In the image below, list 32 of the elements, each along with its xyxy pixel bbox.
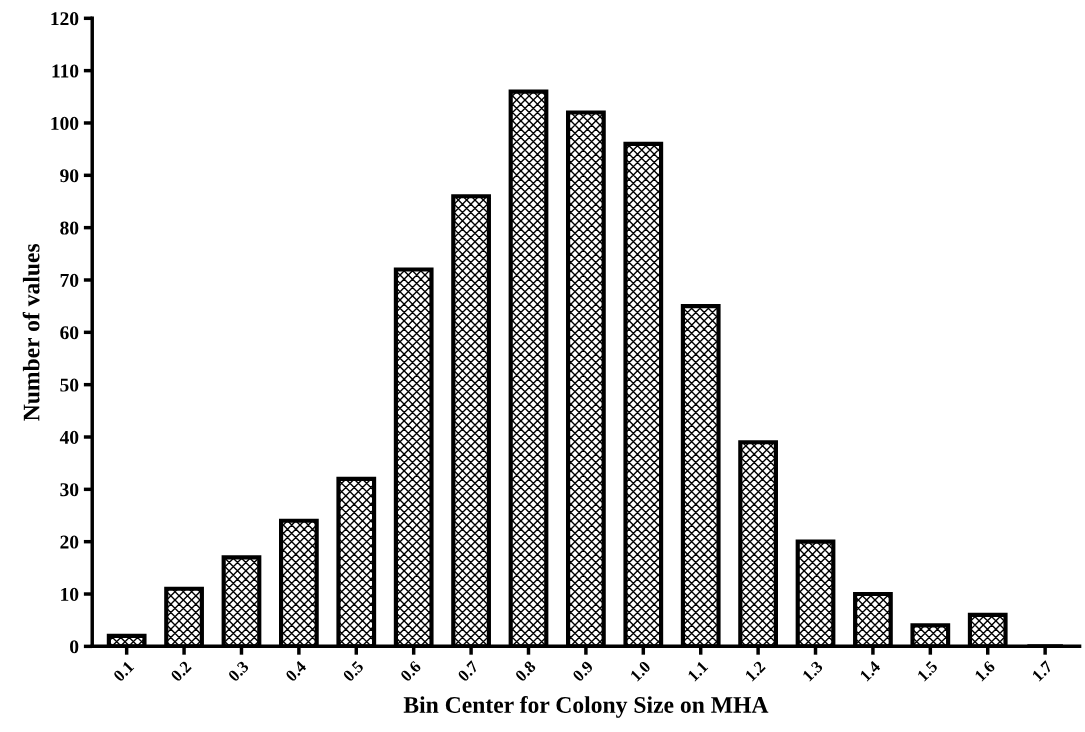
y-tick-label: 70 <box>60 273 79 287</box>
x-tick-label: 1.4 <box>859 660 882 682</box>
x-tick-label: 1.2 <box>744 660 766 682</box>
x-tick-label: 1.7 <box>1031 660 1054 682</box>
x-tick-label: 0.7 <box>457 660 480 683</box>
y-tick-label: 50 <box>60 378 79 392</box>
x-tick-label: 1.1 <box>687 660 709 682</box>
x-tick-label: 0.8 <box>514 660 537 683</box>
y-tick-label: 120 <box>51 12 79 26</box>
y-axis-title: Number of values <box>22 243 40 421</box>
x-axis-title: Bin Center for Colony Size on MHA <box>403 696 769 718</box>
x-tick-label: 0.6 <box>399 660 422 683</box>
x-tick-label: 0.2 <box>170 660 192 683</box>
x-tick-label: 0.4 <box>284 660 308 683</box>
y-tick-label: 10 <box>61 587 79 601</box>
y-tick-label: 80 <box>60 221 79 235</box>
x-tick-label: 0.5 <box>342 660 365 683</box>
y-tick-label: 20 <box>60 535 79 549</box>
x-tick-label: 0.3 <box>227 660 250 683</box>
y-tick-label: 0 <box>70 640 79 654</box>
y-tick-label: 30 <box>60 483 79 497</box>
x-tick-label: 0.9 <box>571 660 594 683</box>
x-tick-label: 1.0 <box>629 660 652 682</box>
y-tick-label: 100 <box>51 116 79 130</box>
y-tick-label: 90 <box>60 169 79 183</box>
x-tick-label: 1.6 <box>974 660 996 682</box>
y-tick-label: 40 <box>59 430 79 444</box>
x-tick-label: 1.5 <box>916 660 939 682</box>
x-tick-label: 1.3 <box>802 660 824 682</box>
x-tick-label: 0.1 <box>112 660 135 683</box>
y-tick-label: 110 <box>52 64 79 78</box>
y-tick-label: 60 <box>60 326 79 340</box>
